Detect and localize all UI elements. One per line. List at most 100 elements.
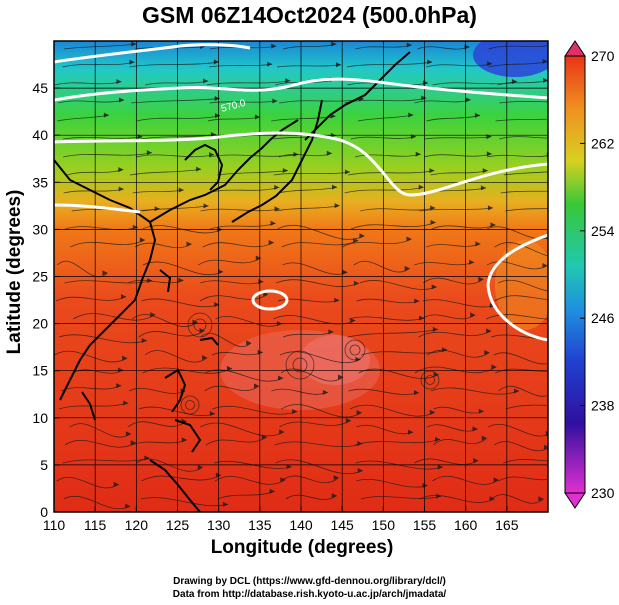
streamline-arrowhead: [130, 440, 136, 446]
streamline-arrowhead: [345, 418, 351, 424]
streamline: [127, 420, 187, 428]
streamline: [273, 315, 356, 325]
x-tick-label: 125: [166, 517, 190, 533]
streamline-arrowhead: [274, 184, 280, 190]
y-tick-label: 35: [32, 174, 48, 190]
streamline: [422, 299, 495, 308]
streamline: [488, 45, 548, 50]
streamline: [200, 422, 285, 437]
streamline-arrowhead: [214, 113, 220, 119]
streamline-arrowhead: [469, 259, 475, 265]
x-tick-label: 110: [43, 517, 66, 533]
streamline-arrowhead: [178, 277, 184, 283]
streamline: [277, 224, 365, 240]
warm-core-blob: [300, 335, 370, 385]
streamline-arrowhead: [489, 303, 495, 309]
x-axis-label: Longitude (degrees): [211, 537, 394, 558]
colorbar: 270 262 254 246 238 230: [564, 40, 615, 509]
streamline-arrowhead: [406, 236, 412, 242]
streamline: [281, 404, 362, 418]
streamline: [277, 298, 340, 303]
streamline: [131, 98, 220, 104]
streamline: [427, 349, 490, 358]
streamline-arrowhead: [357, 467, 363, 473]
colorbar-tick-label: 238: [591, 398, 615, 414]
streamline-arrowhead: [282, 168, 288, 174]
streamline: [498, 476, 548, 482]
streamline-arrowhead: [279, 429, 285, 435]
streamline: [490, 334, 548, 340]
streamline: [358, 368, 439, 379]
streamline: [350, 222, 436, 230]
streamline: [135, 154, 215, 158]
streamline: [210, 222, 276, 230]
streamline: [271, 115, 336, 122]
y-tick-label: 20: [32, 316, 48, 332]
y-axis-label: Latitude (degrees): [4, 190, 25, 355]
x-tick-label: 165: [495, 517, 519, 533]
streamline-arrowhead: [285, 78, 291, 84]
streamline-arrowhead: [326, 150, 332, 156]
streamline-arrowhead: [271, 43, 277, 49]
streamline: [354, 153, 421, 158]
streamline-arrowhead: [331, 493, 337, 499]
streamline: [355, 479, 428, 488]
streamline: [54, 350, 128, 363]
streamline-arrowhead: [196, 166, 202, 172]
streamline-arrowhead: [102, 270, 108, 276]
streamline: [349, 404, 436, 417]
streamline-arrowhead: [475, 241, 481, 247]
streamline: [414, 458, 479, 465]
credit-line-data: Data from http://database.rish.kyoto-u.a…: [172, 589, 447, 600]
streamline: [494, 295, 548, 302]
streamline-arrowhead: [538, 496, 544, 502]
streamline: [498, 385, 548, 397]
streamline-arrowhead: [486, 328, 492, 334]
streamline-arrowhead: [333, 475, 339, 481]
streamline-arrowhead: [557, 116, 562, 121]
streamline: [271, 388, 329, 395]
colorbar-body: [564, 55, 586, 494]
streamline: [274, 441, 363, 447]
streamline-arrowhead: [551, 41, 556, 46]
streamline-arrowhead: [274, 206, 280, 212]
streamline-arrowhead: [430, 219, 436, 225]
y-tick-label: 15: [32, 363, 48, 379]
streamline: [280, 368, 344, 382]
streamline-arrowhead: [404, 265, 410, 271]
credit-line-drawing: Drawing by DCL (https://www.gfd-dennou.o…: [173, 576, 446, 587]
streamline-arrowhead: [431, 284, 437, 290]
streamline: [353, 260, 410, 273]
streamline-arrowhead: [113, 481, 119, 487]
streamline-arrowhead: [429, 168, 435, 174]
streamline-arrowhead: [103, 112, 109, 118]
streamline-arrowhead: [478, 276, 484, 282]
streamline: [421, 314, 476, 320]
colorbar-tick-label: 270: [591, 48, 615, 64]
streamline-arrowhead: [131, 41, 137, 47]
streamline: [136, 115, 221, 122]
geopotential-contours: [54, 43, 548, 342]
y-tick-label: 25: [32, 269, 48, 285]
vortex-ring: [292, 357, 308, 373]
streamline-arrowhead: [429, 409, 435, 415]
streamline-arrowhead: [344, 169, 350, 175]
vortex-ring: [425, 375, 435, 385]
streamline-arrowhead: [203, 203, 209, 209]
streamline-arrowhead: [328, 329, 334, 335]
streamline-arrowhead: [141, 338, 147, 344]
streamline: [55, 296, 127, 302]
streamline-arrowhead: [203, 78, 209, 84]
streamline-arrowhead: [154, 206, 160, 212]
y-tick-label: 45: [32, 80, 48, 96]
streamline-arrowhead: [210, 131, 216, 137]
streamline-arrowhead: [542, 263, 548, 269]
x-tick-label: 145: [330, 517, 354, 533]
chart-title: GSM 06Z14Oct2024 (500.0hPa): [142, 2, 477, 28]
streamline-arrowhead: [478, 408, 484, 414]
streamline-arrowhead: [435, 436, 441, 442]
streamline: [356, 425, 414, 435]
streamline-arrowhead: [118, 167, 124, 173]
streamline: [486, 261, 548, 270]
streamline-arrowhead: [118, 367, 124, 373]
